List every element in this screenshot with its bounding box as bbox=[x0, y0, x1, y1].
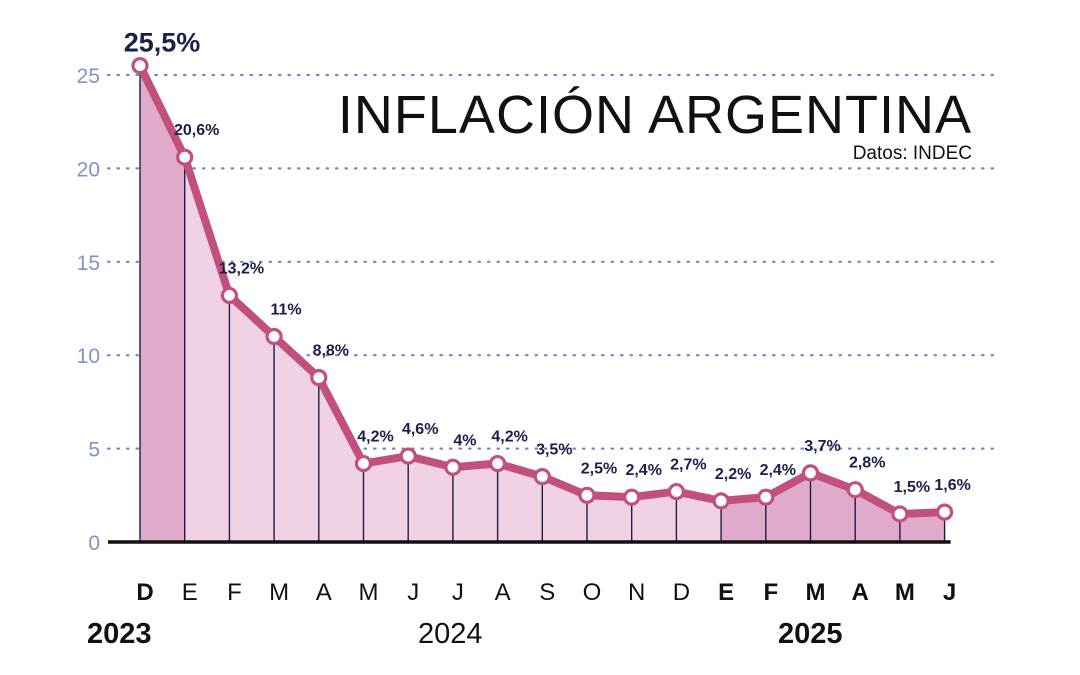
year-label-2025: 2025 bbox=[778, 618, 843, 650]
data-label: 4% bbox=[453, 432, 476, 449]
data-label: 2,2% bbox=[715, 466, 751, 483]
area-segment bbox=[855, 489, 900, 542]
area-segment bbox=[765, 472, 811, 542]
data-point bbox=[846, 481, 864, 499]
area-segment bbox=[497, 463, 543, 542]
x-tick-label: J bbox=[452, 579, 464, 606]
grid-lines bbox=[106, 73, 1002, 450]
y-tick-label: 20 bbox=[77, 158, 100, 181]
area-segment bbox=[184, 157, 230, 542]
x-tick-label: E bbox=[182, 579, 198, 606]
data-point bbox=[489, 454, 507, 473]
y-tick-label: 25 bbox=[77, 65, 100, 88]
x-tick-label: A bbox=[495, 579, 511, 606]
data-point bbox=[176, 148, 194, 166]
area-segment bbox=[721, 497, 766, 542]
area-fill bbox=[140, 65, 945, 542]
data-label: 13,2% bbox=[219, 260, 264, 277]
x-tick-label: J bbox=[407, 579, 419, 606]
x-tick-label: D bbox=[136, 579, 153, 606]
data-point bbox=[310, 369, 328, 387]
data-label: 2,5% bbox=[581, 460, 617, 477]
area-segment bbox=[587, 495, 632, 542]
data-point bbox=[712, 492, 730, 510]
data-point bbox=[399, 447, 417, 465]
x-tick-label: A bbox=[316, 579, 332, 606]
data-label: 2,8% bbox=[849, 455, 885, 472]
x-tick-label: J bbox=[943, 579, 956, 606]
data-point bbox=[801, 464, 820, 482]
chart-source: Datos: INDEC bbox=[852, 143, 972, 164]
data-label: 1,6% bbox=[934, 477, 970, 494]
data-label: 2,4% bbox=[760, 462, 796, 479]
area-segment bbox=[452, 463, 498, 542]
data-point bbox=[757, 488, 775, 506]
area-segment bbox=[676, 491, 722, 542]
y-tick-label: 15 bbox=[77, 252, 100, 275]
data-label: 25,5% bbox=[124, 28, 201, 58]
area-segment bbox=[318, 377, 364, 542]
area-segment bbox=[229, 295, 275, 542]
year-label-2023: 2023 bbox=[87, 618, 152, 650]
x-tick-label: S bbox=[539, 579, 555, 606]
x-tick-label: F bbox=[763, 579, 778, 606]
area-segment bbox=[408, 456, 453, 542]
x-tick-label: M bbox=[895, 579, 915, 606]
data-point bbox=[623, 488, 641, 506]
area-segment bbox=[899, 512, 945, 542]
data-point bbox=[444, 458, 462, 476]
data-label: 4,6% bbox=[402, 421, 438, 438]
data-point bbox=[265, 327, 283, 346]
data-label: 3,7% bbox=[804, 438, 840, 455]
data-label: 20,6% bbox=[174, 122, 219, 139]
data-label: 3,5% bbox=[536, 442, 572, 459]
data-label: 11% bbox=[271, 302, 302, 319]
x-tick-label: N bbox=[628, 579, 645, 606]
chart-title: INFLACIÓN ARGENTINA bbox=[337, 85, 972, 145]
data-point bbox=[667, 482, 686, 501]
data-point bbox=[131, 57, 149, 75]
area-segment bbox=[810, 472, 856, 542]
data-label: 4,2% bbox=[491, 429, 527, 446]
x-tick-label: E bbox=[718, 579, 734, 606]
data-label: 2,4% bbox=[625, 462, 661, 479]
data-label: 4,2% bbox=[357, 429, 393, 446]
area-segment bbox=[140, 65, 185, 542]
x-tick-label: D bbox=[673, 579, 690, 606]
data-point bbox=[220, 286, 238, 305]
data-label: 8,8% bbox=[313, 343, 349, 360]
area-segment bbox=[363, 456, 409, 542]
y-tick-label: 10 bbox=[77, 345, 100, 368]
x-tick-label: M bbox=[359, 579, 379, 606]
y-axis-ticks: 0 5 10 15 20 25 bbox=[77, 65, 100, 555]
area-segment bbox=[631, 491, 677, 542]
data-labels: 25,5% 20,6% 13,2% 11% 8,8% 4,2% 4,6% 4% 4,2% 3,5%… bbox=[124, 28, 971, 496]
data-point bbox=[891, 505, 909, 523]
data-label: 1,5% bbox=[894, 479, 930, 496]
year-label-2024: 2024 bbox=[418, 618, 483, 650]
data-point bbox=[935, 503, 954, 521]
data-points bbox=[131, 57, 954, 523]
data-label: 2,7% bbox=[670, 457, 706, 474]
data-point bbox=[354, 454, 373, 473]
area-segment bbox=[274, 336, 319, 542]
x-tick-label: F bbox=[227, 579, 242, 606]
data-point bbox=[533, 468, 551, 486]
x-tick-label: M bbox=[806, 579, 826, 606]
y-tick-label: 0 bbox=[88, 532, 100, 555]
x-tick-label: M bbox=[269, 579, 289, 606]
x-tick-label: A bbox=[852, 579, 869, 606]
x-tick-label: O bbox=[583, 579, 602, 606]
data-point bbox=[578, 486, 596, 504]
y-tick-label: 5 bbox=[88, 439, 100, 462]
value-stems bbox=[139, 69, 946, 542]
